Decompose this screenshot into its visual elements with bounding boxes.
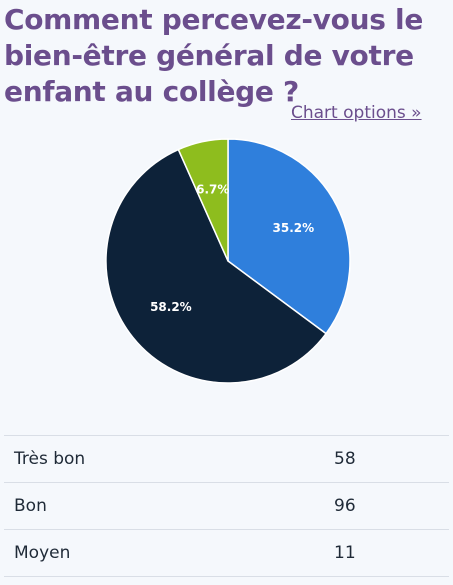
slice-label-tres-bon: 35.2% [273,221,315,235]
row-label: Moyen [4,529,324,577]
chart-options-link[interactable]: Chart options » [291,103,422,123]
table-row: Moyen 11 [4,529,449,577]
row-value: 11 [324,529,449,577]
data-table: Très bon 58 Bon 96 Moyen 11 [4,435,449,577]
table-row: Bon 96 [4,482,449,530]
row-value: 58 [324,435,449,483]
slice-label-moyen: 6.7% [196,182,229,196]
row-label: Bon [4,482,324,530]
page-title: Comment percevez-vous le bien-être génér… [4,3,424,108]
pie-slice-tres-bon [227,138,351,335]
row-value: 96 [324,482,449,530]
pie-slice-moyen [177,138,229,262]
pie-chart: 35.2% 58.2% 6.7% [105,138,351,384]
table-row: Très bon 58 [4,435,449,483]
pie-slice-bon [105,148,327,384]
row-label: Très bon [4,435,324,483]
slice-label-bon: 58.2% [150,300,192,314]
